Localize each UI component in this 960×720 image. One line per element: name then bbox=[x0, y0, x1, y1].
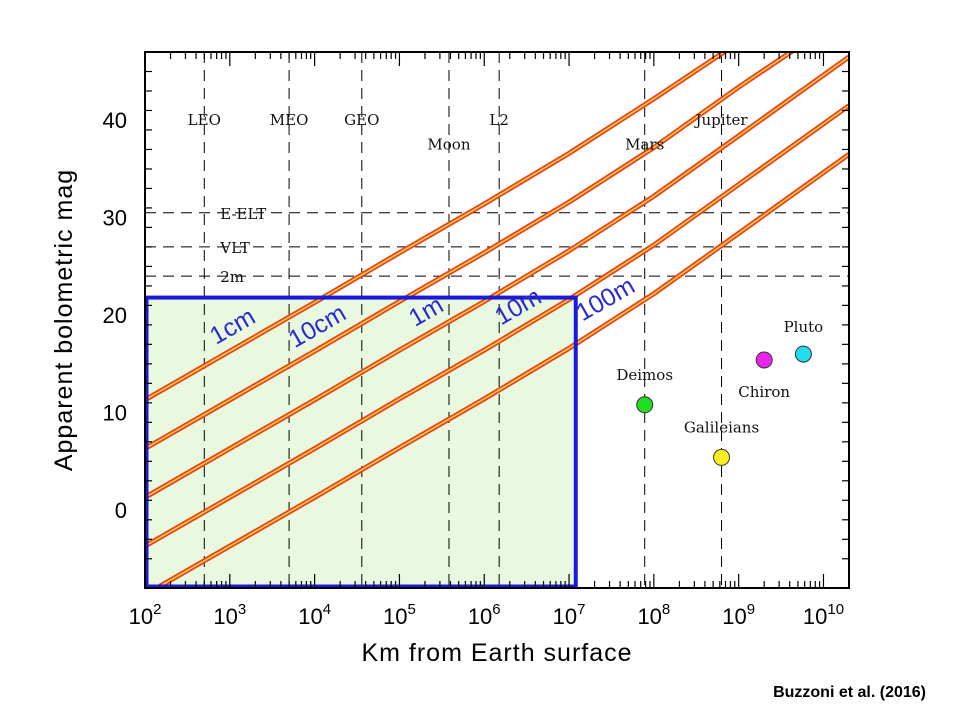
curves-layer bbox=[145, 52, 849, 588]
curve-1cm bbox=[145, 52, 729, 403]
highlight-region-fill bbox=[145, 297, 576, 588]
telescope-limit-label: 2m bbox=[220, 268, 244, 286]
x-tick-exponent: 8 bbox=[662, 601, 670, 618]
x-tick-exponent: 9 bbox=[747, 601, 755, 618]
curve-1m bbox=[145, 54, 849, 500]
object-point-galileians bbox=[713, 448, 731, 466]
x-tick-label: 107 bbox=[553, 601, 586, 629]
objects-layer bbox=[636, 345, 812, 466]
x-tick-base: 10 bbox=[803, 604, 827, 629]
x-tick-exponent: 7 bbox=[577, 601, 585, 618]
object-label: Deimos bbox=[616, 366, 673, 384]
y-tick-label: 30 bbox=[103, 206, 127, 231]
telescope-limit-label: VLT bbox=[219, 239, 250, 257]
x-tick-label: 109 bbox=[722, 601, 755, 629]
x-tick-base: 10 bbox=[213, 604, 237, 629]
x-tick-base: 10 bbox=[553, 604, 577, 629]
y-tick-label: 40 bbox=[103, 108, 127, 133]
x-tick-exponent: 10 bbox=[827, 601, 844, 618]
source-credit: Buzzoni et al. (2016) bbox=[773, 684, 926, 701]
curve-core-line bbox=[145, 56, 849, 499]
distance-marker-label: Moon bbox=[427, 136, 470, 154]
distance-marker-label: LEO bbox=[188, 111, 221, 129]
object-point-deimos bbox=[636, 396, 654, 414]
telescope-limit-label: E-ELT bbox=[220, 205, 266, 223]
x-tick-base: 10 bbox=[468, 604, 492, 629]
x-tick-label: 103 bbox=[213, 601, 246, 629]
object-label: Galileians bbox=[684, 418, 759, 436]
x-tick-base: 10 bbox=[383, 604, 407, 629]
plot-frame bbox=[144, 51, 850, 589]
object-point-pluto bbox=[794, 345, 812, 363]
x-tick-exponent: 5 bbox=[407, 601, 415, 618]
y-axis-title: Apparent bolometric mag bbox=[50, 169, 78, 471]
distance-marker-label: Mars bbox=[625, 136, 664, 154]
x-tick-exponent: 2 bbox=[153, 601, 161, 618]
y-tick-label: 0 bbox=[115, 498, 127, 523]
distance-marker-label: GEO bbox=[344, 111, 379, 129]
curve-core-line bbox=[155, 153, 849, 588]
curve-10cm bbox=[145, 52, 796, 451]
x-tick-label: 106 bbox=[468, 601, 501, 629]
x-tick-base: 10 bbox=[722, 604, 746, 629]
x-axis-title: Km from Earth surface bbox=[361, 639, 632, 667]
x-tick-base: 10 bbox=[129, 604, 153, 629]
object-label: Pluto bbox=[784, 318, 824, 336]
curve-core-line bbox=[145, 52, 793, 450]
y-tick-label: 10 bbox=[103, 401, 127, 426]
x-tick-exponent: 4 bbox=[323, 601, 331, 618]
x-tick-label: 108 bbox=[637, 601, 670, 629]
x-tick-exponent: 3 bbox=[238, 601, 246, 618]
curve-core-line bbox=[145, 104, 849, 547]
x-tick-base: 10 bbox=[637, 604, 661, 629]
series-label-100m: 100m bbox=[571, 272, 639, 327]
y-tick-label: 20 bbox=[103, 303, 127, 328]
x-tick-label: 104 bbox=[298, 601, 331, 629]
distance-marker-label: L2 bbox=[489, 111, 509, 129]
curve-100m bbox=[151, 152, 849, 588]
curve-core-line bbox=[145, 52, 726, 401]
object-point-chiron bbox=[755, 351, 773, 369]
curve-10m bbox=[145, 103, 849, 549]
x-tick-exponent: 6 bbox=[492, 601, 500, 618]
x-tick-label: 105 bbox=[383, 601, 416, 629]
x-tick-base: 10 bbox=[298, 604, 322, 629]
object-label: Chiron bbox=[738, 383, 790, 401]
x-tick-label: 102 bbox=[129, 601, 162, 629]
x-tick-label: 1010 bbox=[803, 601, 844, 629]
distance-marker-label: Jupiter bbox=[693, 111, 748, 129]
highlight-region-layer bbox=[145, 297, 576, 588]
distance-marker-label: MEO bbox=[270, 111, 309, 129]
